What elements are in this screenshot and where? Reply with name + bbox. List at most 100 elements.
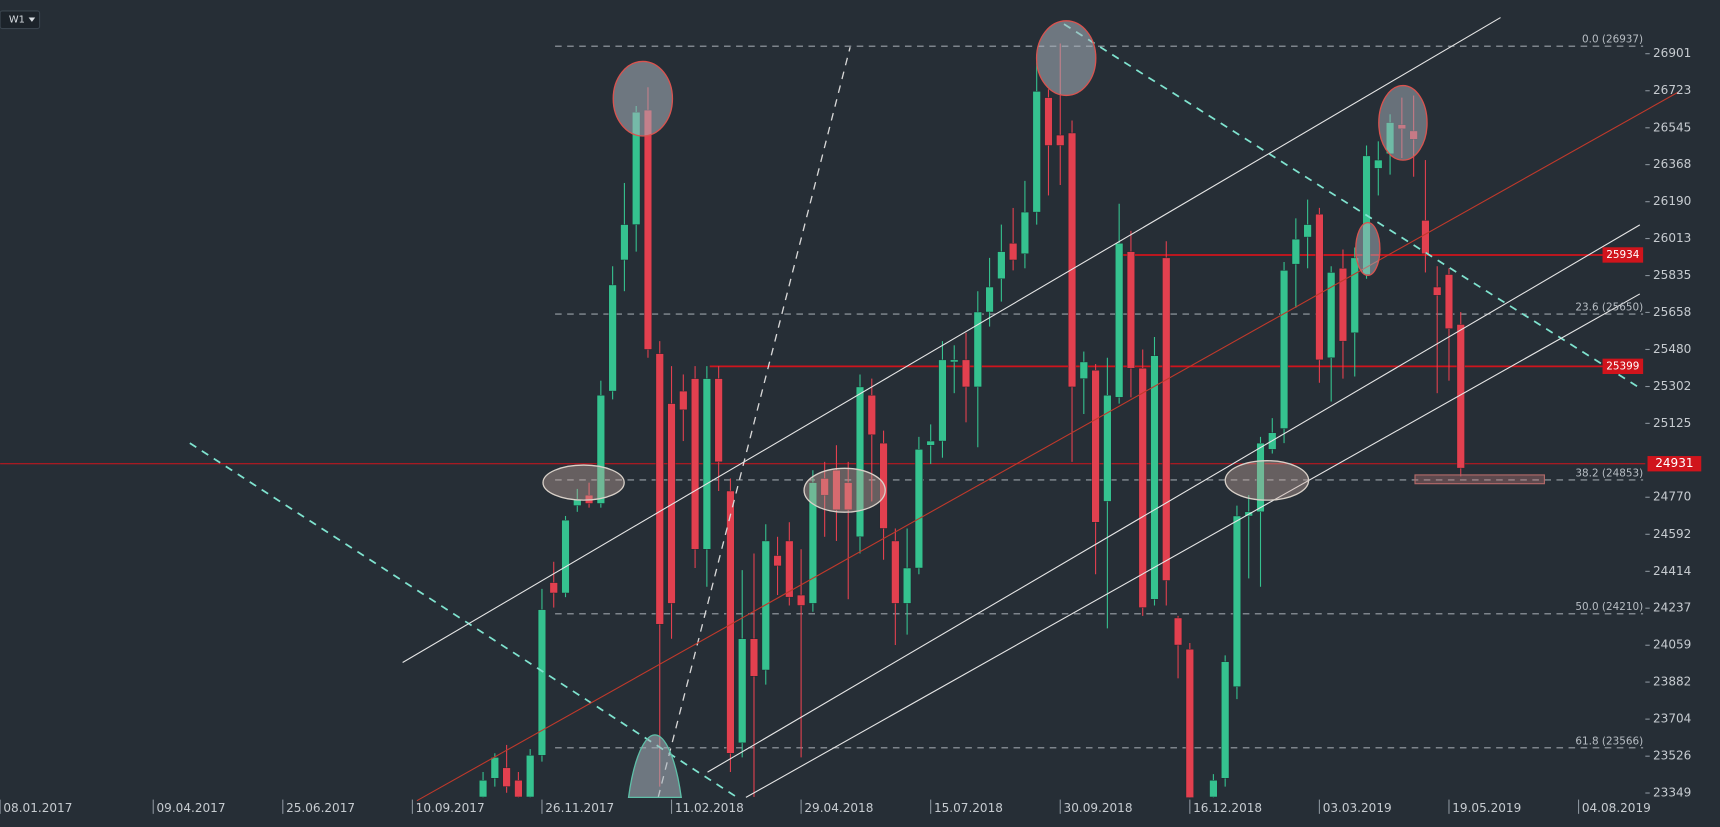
candle-body bbox=[844, 482, 853, 510]
candle-body bbox=[490, 757, 499, 779]
dashed-trendline bbox=[657, 47, 851, 798]
candle-body bbox=[702, 378, 711, 550]
fib-label: 0.0 (26937) bbox=[1582, 34, 1643, 46]
candle-body bbox=[514, 780, 523, 798]
candle-body bbox=[738, 638, 747, 744]
candle-body bbox=[1103, 395, 1112, 502]
candle-body bbox=[1256, 442, 1265, 513]
candle-body bbox=[997, 251, 1006, 279]
highlight bbox=[1355, 221, 1381, 276]
y-tick-label: 24414 bbox=[1653, 564, 1691, 578]
candle-body bbox=[1056, 134, 1065, 146]
candle-body bbox=[608, 284, 617, 392]
price-label: 25399 bbox=[1606, 360, 1639, 372]
y-tick-label: 25302 bbox=[1653, 379, 1691, 393]
candle-body bbox=[1291, 238, 1300, 265]
candle-body bbox=[655, 353, 664, 625]
fib-label: 50.0 (24210) bbox=[1575, 601, 1643, 613]
candle-body bbox=[926, 440, 935, 446]
candle-body bbox=[714, 378, 723, 463]
fib-label: 23.6 (25650) bbox=[1575, 302, 1643, 314]
candle-body bbox=[832, 469, 841, 510]
candle-body bbox=[785, 540, 794, 598]
x-tick-label: 04.08.2019 bbox=[1582, 801, 1651, 815]
y-tick-label: 26723 bbox=[1653, 83, 1691, 97]
candle-body bbox=[1032, 91, 1041, 213]
highlight bbox=[1224, 460, 1310, 501]
x-tick-label: 08.01.2017 bbox=[3, 801, 72, 815]
candle-body bbox=[667, 403, 676, 604]
candle-body bbox=[1185, 648, 1194, 798]
candle-body bbox=[620, 224, 629, 261]
y-tick-label: 26013 bbox=[1653, 231, 1691, 245]
x-tick-label: 11.02.2018 bbox=[675, 801, 744, 815]
candle-body bbox=[879, 442, 888, 529]
highlight bbox=[1035, 20, 1097, 97]
candle-body bbox=[749, 638, 759, 677]
x-tick-label: 03.03.2019 bbox=[1323, 801, 1392, 815]
candle-body bbox=[938, 359, 947, 442]
candle-body bbox=[761, 540, 770, 671]
candle-body bbox=[1044, 97, 1053, 146]
candle-body bbox=[549, 582, 558, 594]
price-label: 24931 bbox=[1655, 456, 1693, 470]
candle-body bbox=[1126, 251, 1135, 369]
y-tick-label: 25125 bbox=[1653, 416, 1691, 430]
highlight bbox=[612, 60, 674, 137]
candle-body bbox=[1315, 213, 1324, 361]
y-tick-label: 25658 bbox=[1653, 305, 1691, 319]
x-tick-label: 15.07.2018 bbox=[934, 801, 1003, 815]
x-tick-label: 10.09.2017 bbox=[416, 801, 485, 815]
fib-label: 38.2 (24853) bbox=[1575, 467, 1643, 479]
candle-body bbox=[561, 519, 570, 594]
candle-body bbox=[1067, 132, 1077, 388]
candle-body bbox=[914, 449, 923, 569]
y-tick-label: 23882 bbox=[1653, 675, 1691, 689]
channel-line bbox=[402, 17, 1501, 663]
y-tick-label: 24059 bbox=[1653, 638, 1691, 652]
candle-body bbox=[596, 395, 605, 504]
y-tick-label: 26545 bbox=[1653, 120, 1691, 134]
candle-body bbox=[808, 482, 817, 604]
candle-body bbox=[1303, 224, 1312, 238]
candle-body bbox=[985, 286, 994, 313]
timeframe-button[interactable] bbox=[0, 10, 41, 30]
fib-label: 61.8 (23566) bbox=[1575, 735, 1643, 747]
candle-body bbox=[891, 540, 900, 604]
candle-body bbox=[478, 780, 488, 798]
y-tick-label: 24770 bbox=[1653, 490, 1691, 504]
candle-body bbox=[1456, 324, 1465, 469]
drawings bbox=[189, 17, 1679, 802]
candle-body bbox=[643, 109, 653, 350]
labels: 26901 26723 26545 26368 26190 26013 25835 25658… bbox=[0, 34, 1702, 815]
dropdown-arrow bbox=[28, 17, 36, 22]
candle-body bbox=[1091, 370, 1100, 523]
candle-body bbox=[1232, 515, 1242, 687]
y-tick-label: 26368 bbox=[1653, 157, 1691, 171]
candle-body bbox=[1338, 268, 1348, 342]
candle-body bbox=[1150, 355, 1159, 600]
candle-body bbox=[1009, 243, 1018, 261]
candle-body bbox=[867, 395, 876, 436]
x-tick-label: 26.11.2017 bbox=[545, 801, 614, 815]
candle-body bbox=[1327, 272, 1336, 359]
candle-body bbox=[773, 555, 782, 567]
highlight bbox=[542, 464, 625, 501]
x-tick-label: 09.04.2017 bbox=[157, 801, 226, 815]
candle-body bbox=[1433, 286, 1442, 296]
candle-body bbox=[950, 359, 959, 363]
x-tick-label: 30.09.2018 bbox=[1064, 801, 1133, 815]
candle-body bbox=[1162, 257, 1171, 581]
zone bbox=[1414, 474, 1545, 485]
candle-body bbox=[1079, 361, 1088, 379]
highlight bbox=[1378, 84, 1428, 161]
y-tick-label: 25835 bbox=[1653, 268, 1691, 282]
y-tick-label: 23704 bbox=[1653, 712, 1691, 726]
channel-line bbox=[745, 293, 1641, 798]
candle-body bbox=[526, 755, 535, 798]
candle-body bbox=[797, 594, 806, 606]
timeframe-selector[interactable]: W1 bbox=[0, 10, 41, 30]
x-tick-label: 29.04.2018 bbox=[804, 801, 873, 815]
candle-body bbox=[726, 490, 735, 754]
